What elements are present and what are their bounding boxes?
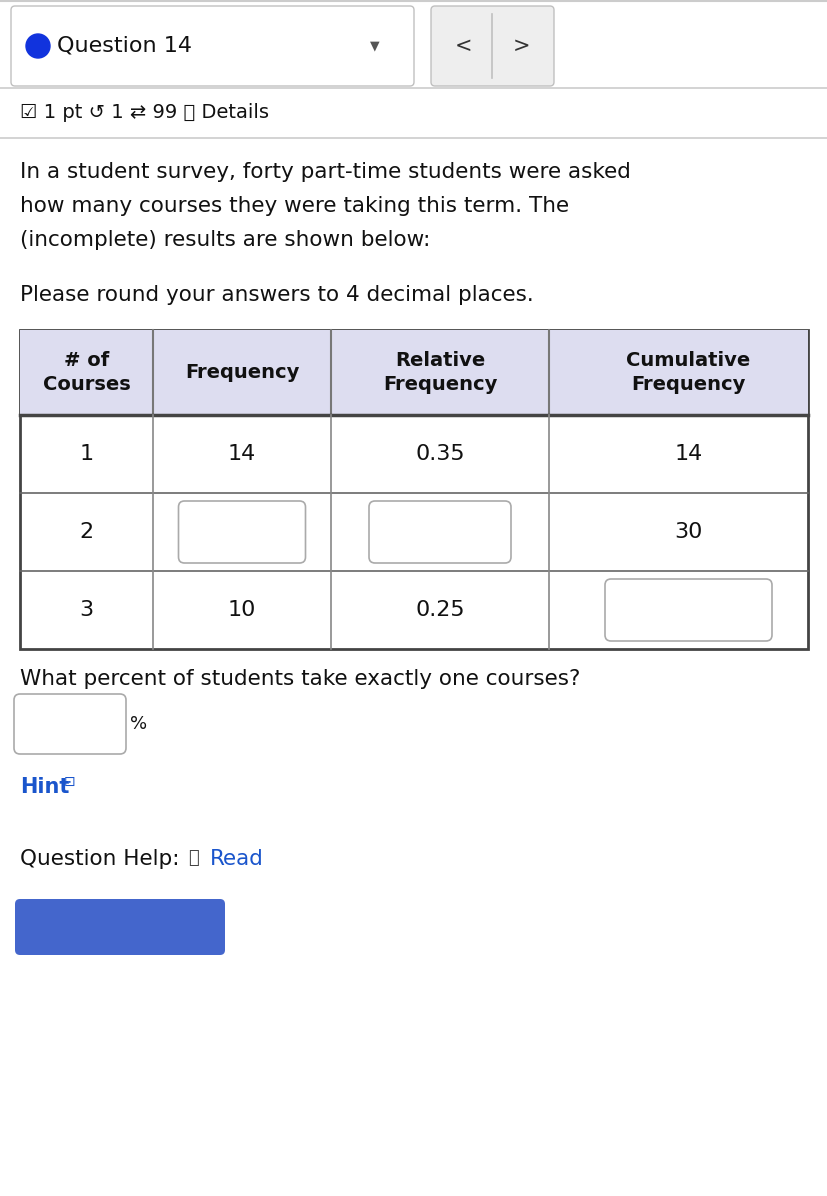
Text: 0.35: 0.35 <box>414 444 464 464</box>
Text: 3: 3 <box>79 600 93 620</box>
Text: how many courses they were taking this term. The: how many courses they were taking this t… <box>20 196 568 216</box>
Text: 30: 30 <box>673 521 702 542</box>
Text: ☑ 1 pt ↺ 1 ⇄ 99 ⓘ Details: ☑ 1 pt ↺ 1 ⇄ 99 ⓘ Details <box>20 103 269 122</box>
Text: Relative
Frequency: Relative Frequency <box>382 352 496 393</box>
Text: <: < <box>455 36 472 56</box>
Text: Hint: Hint <box>20 777 69 797</box>
FancyBboxPatch shape <box>179 501 305 563</box>
FancyBboxPatch shape <box>605 579 771 641</box>
FancyBboxPatch shape <box>369 501 510 563</box>
Text: 10: 10 <box>227 600 256 620</box>
Text: Submit Question: Submit Question <box>39 917 201 936</box>
FancyBboxPatch shape <box>14 694 126 753</box>
Text: 2: 2 <box>79 521 93 542</box>
FancyBboxPatch shape <box>11 6 413 86</box>
Text: %: % <box>130 715 147 733</box>
Text: 14: 14 <box>227 444 256 464</box>
Text: ▼: ▼ <box>370 39 380 53</box>
Text: >: > <box>512 36 529 56</box>
Bar <box>20 330 807 649</box>
Text: Question 14: Question 14 <box>57 36 192 56</box>
FancyBboxPatch shape <box>431 6 553 86</box>
Text: 14: 14 <box>673 444 702 464</box>
FancyBboxPatch shape <box>15 899 225 954</box>
Text: Read: Read <box>210 849 264 869</box>
Text: In a student survey, forty part-time students were asked: In a student survey, forty part-time stu… <box>20 161 630 182</box>
Text: 🗎: 🗎 <box>188 849 198 867</box>
Text: Question Help:: Question Help: <box>20 849 179 869</box>
Text: 1: 1 <box>79 444 93 464</box>
Circle shape <box>26 33 50 57</box>
Text: What percent of students take exactly one courses?: What percent of students take exactly on… <box>20 669 580 689</box>
Text: Frequency: Frequency <box>184 364 299 382</box>
Bar <box>20 330 807 415</box>
Text: ⊡: ⊡ <box>64 775 75 789</box>
Text: (incomplete) results are shown below:: (incomplete) results are shown below: <box>20 230 430 250</box>
Text: 0.25: 0.25 <box>414 600 464 620</box>
Text: # of
Courses: # of Courses <box>42 352 130 393</box>
Text: Please round your answers to 4 decimal places.: Please round your answers to 4 decimal p… <box>20 285 533 305</box>
Text: Cumulative
Frequency: Cumulative Frequency <box>625 352 750 393</box>
